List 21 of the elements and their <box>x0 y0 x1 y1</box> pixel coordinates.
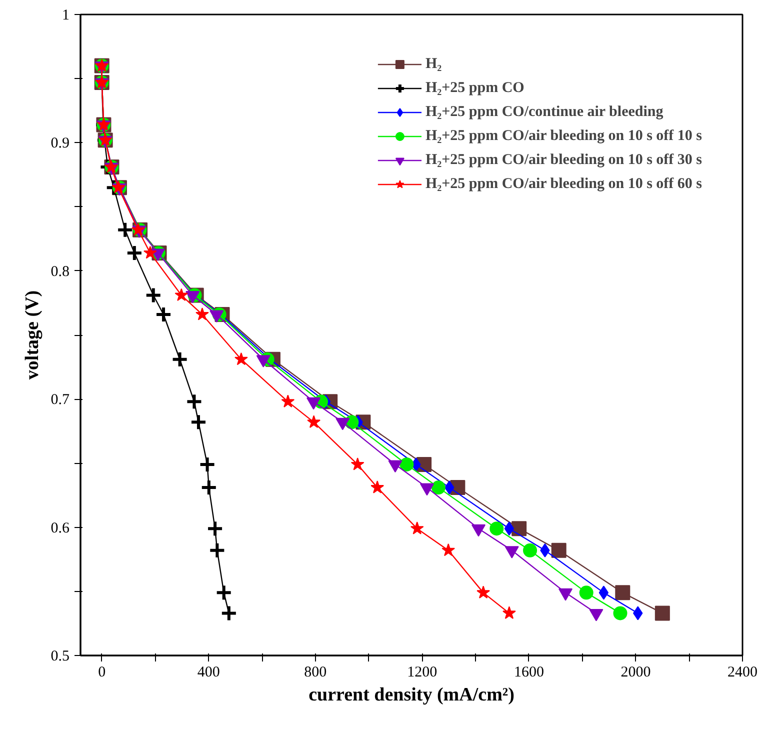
legend-label: H₂+25 ppm CO/air bleeding on 10 s off 30 s <box>425 152 702 168</box>
legend-label: H₂+25 ppm CO/air bleeding on 10 s off 60 s <box>425 176 702 192</box>
y-tick-label: 0.7 <box>50 392 70 408</box>
x-axis-title: current density (mA/cm²) <box>308 684 514 706</box>
legend-label: H₂+25 ppm CO/continue air bleeding <box>425 104 664 120</box>
x-tick-label: 1600 <box>514 664 544 680</box>
x-tick-label: 800 <box>304 664 327 680</box>
y-tick-label: 0.5 <box>50 648 70 664</box>
x-tick-label: 1200 <box>407 664 438 680</box>
y-tick-label: 1 <box>62 8 70 24</box>
x-tick-label: 2000 <box>620 664 651 680</box>
x-tick-label: 0 <box>98 664 106 680</box>
y-tick-label: 0.8 <box>50 264 70 280</box>
y-tick-label: 0.9 <box>50 136 70 152</box>
y-tick-label: 0.6 <box>50 520 70 536</box>
legend-label: H₂ <box>425 56 443 72</box>
legend-label: H₂+25 ppm CO <box>425 80 524 96</box>
x-tick-label: 400 <box>197 664 220 680</box>
legend-label: H₂+25 ppm CO/air bleeding on 10 s off 10 s <box>425 128 702 144</box>
x-tick-label: 2400 <box>728 664 758 680</box>
y-axis-title: voltage (V) <box>22 290 43 380</box>
